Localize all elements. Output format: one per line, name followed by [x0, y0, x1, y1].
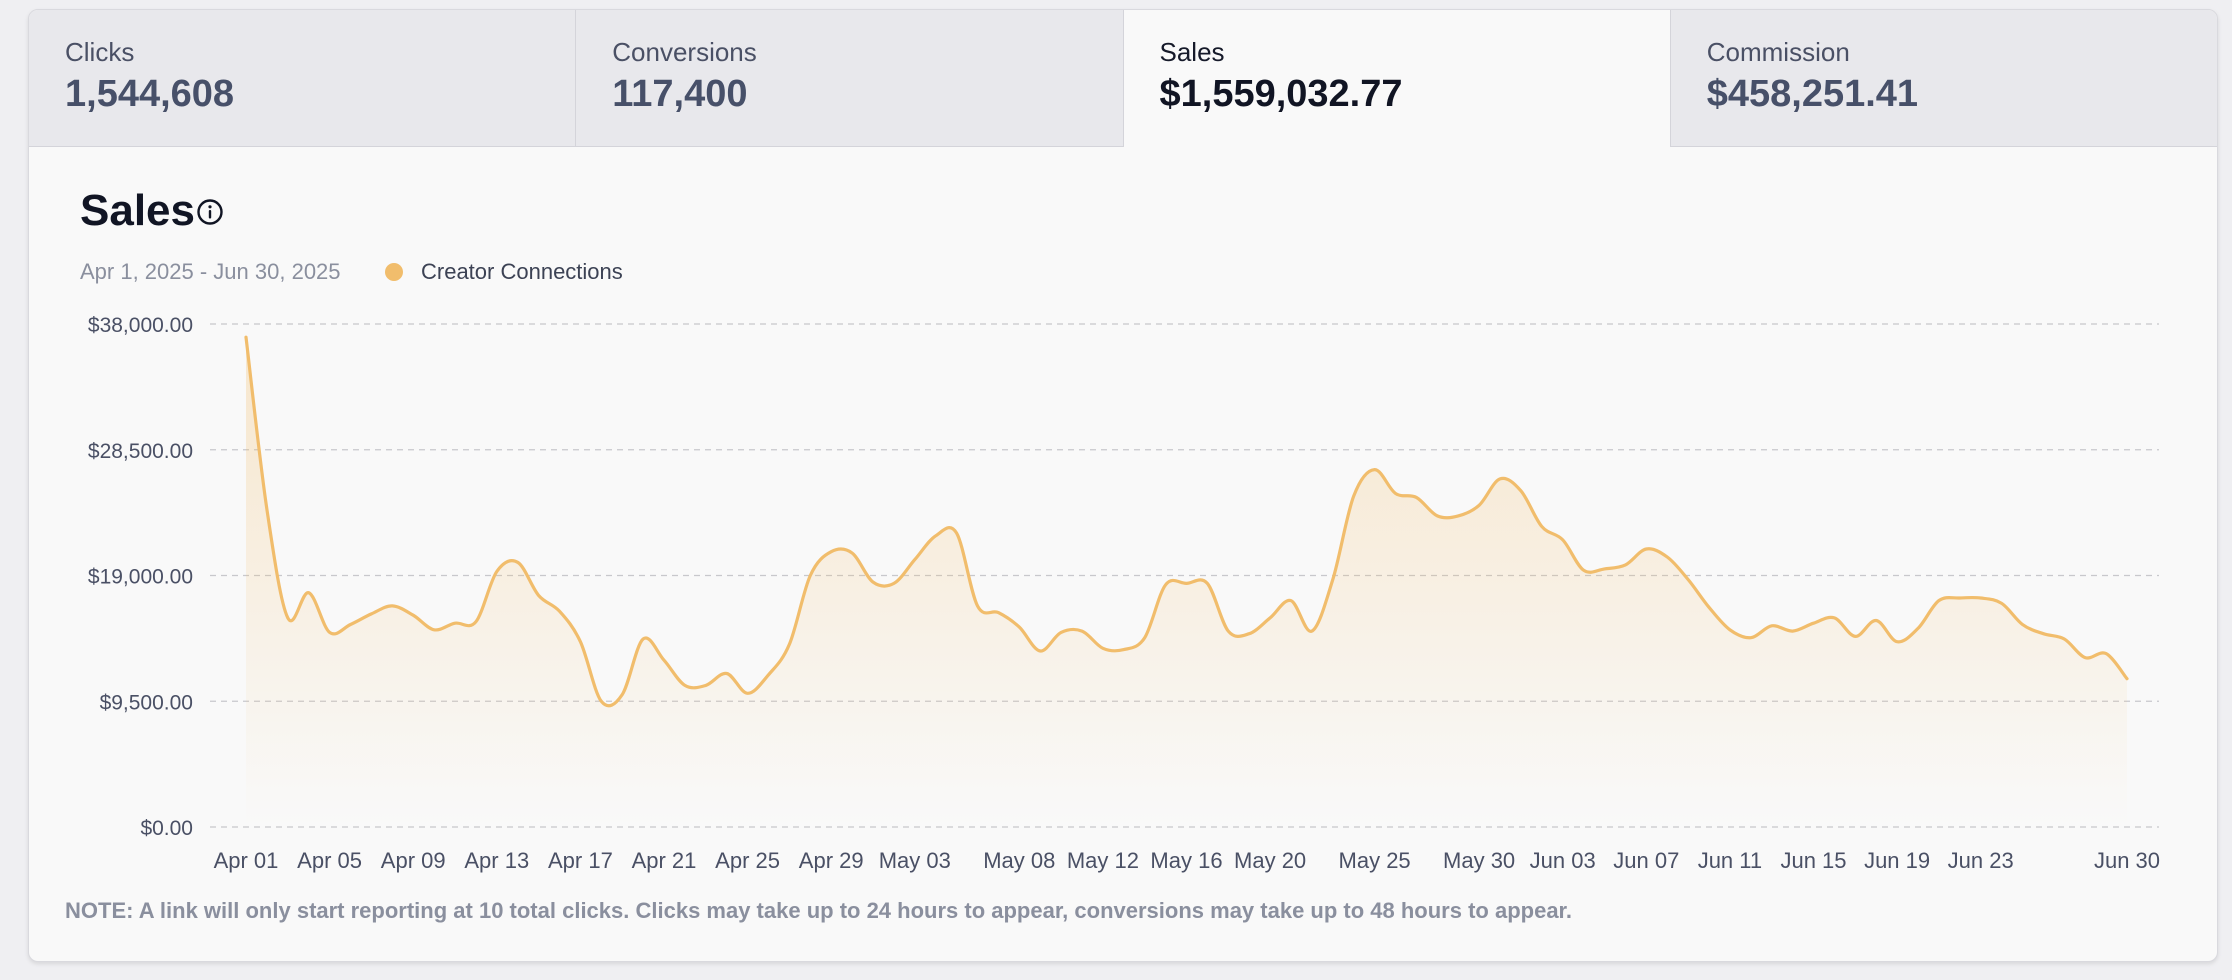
- x-tick-label: Apr 25: [715, 848, 780, 873]
- y-tick-label: $28,500.00: [88, 440, 193, 463]
- sales-dashboard-card: Clicks 1,544,608 Conversions 117,400 Sal…: [28, 9, 2218, 962]
- tab-label: Clicks: [65, 37, 135, 67]
- legend-swatch: [385, 263, 403, 281]
- x-tick-label: Jun 07: [1613, 848, 1679, 873]
- x-tick-label: Jun 03: [1530, 848, 1596, 873]
- tab-sales[interactable]: Sales $1,559,032.77: [1123, 10, 1671, 147]
- tab-label: Sales: [1159, 37, 1225, 67]
- x-tick-label: May 20: [1234, 848, 1306, 873]
- x-tick-label: Jun 11: [1698, 848, 1762, 873]
- tab-conversions[interactable]: Conversions 117,400: [576, 10, 1124, 147]
- chart-title: Sales: [80, 186, 195, 235]
- legend[interactable]: Creator Connections: [385, 257, 623, 287]
- x-tick-label: Apr 21: [632, 848, 697, 873]
- x-tick-label: Apr 13: [464, 848, 529, 873]
- reporting-note: NOTE: A link will only start reporting a…: [65, 898, 1573, 923]
- x-tick-label: May 16: [1150, 848, 1222, 873]
- y-tick-label: $19,000.00: [88, 566, 193, 589]
- y-tick-label: $38,000.00: [88, 314, 193, 337]
- tab-value: 1,544,608: [65, 73, 235, 115]
- sales-chart: $0.00 $9,500.00 $19,000.00 $28,500.00 $38,00…: [88, 314, 2160, 873]
- x-tick-label: Jun 30: [2094, 848, 2160, 873]
- info-circle-icon[interactable]: [195, 197, 225, 227]
- tab-clicks[interactable]: Clicks 1,544,608: [29, 10, 577, 147]
- y-tick-label: $0.00: [140, 817, 193, 840]
- tab-commission[interactable]: Commission $458,251.41: [1670, 10, 2217, 147]
- tab-label: Commission: [1706, 37, 1850, 67]
- x-tick-label: May 25: [1339, 848, 1411, 873]
- x-tick-label: Jun 19: [1864, 848, 1930, 873]
- series-area-fill: [246, 337, 2127, 826]
- x-tick-label: Apr 05: [297, 848, 362, 873]
- y-tick-label: $9,500.00: [100, 691, 193, 714]
- metric-tabs: Clicks 1,544,608 Conversions 117,400 Sal…: [29, 10, 2217, 147]
- x-tick-label: Apr 09: [381, 848, 446, 873]
- x-tick-label: Apr 29: [799, 848, 864, 873]
- x-tick-label: Apr 17: [548, 848, 613, 873]
- tab-value: 117,400: [612, 73, 748, 115]
- x-tick-label: Jun 23: [1948, 848, 2014, 873]
- x-tick-label: Jun 15: [1780, 848, 1846, 873]
- legend-label: Creator Connections: [421, 259, 623, 284]
- tab-value: $1,559,032.77: [1159, 73, 1403, 115]
- x-tick-label: Apr 01: [214, 848, 279, 873]
- tab-label: Conversions: [612, 37, 757, 67]
- x-tick-label: May 30: [1443, 848, 1515, 873]
- tab-value: $458,251.41: [1706, 73, 1919, 115]
- x-tick-label: May 08: [983, 848, 1055, 873]
- x-tick-label: May 03: [879, 848, 951, 873]
- x-tick-label: May 12: [1067, 848, 1139, 873]
- series-line-creator-connections[interactable]: [244, 335, 2129, 708]
- date-range: Apr 1, 2025 - Jun 30, 2025: [80, 259, 341, 284]
